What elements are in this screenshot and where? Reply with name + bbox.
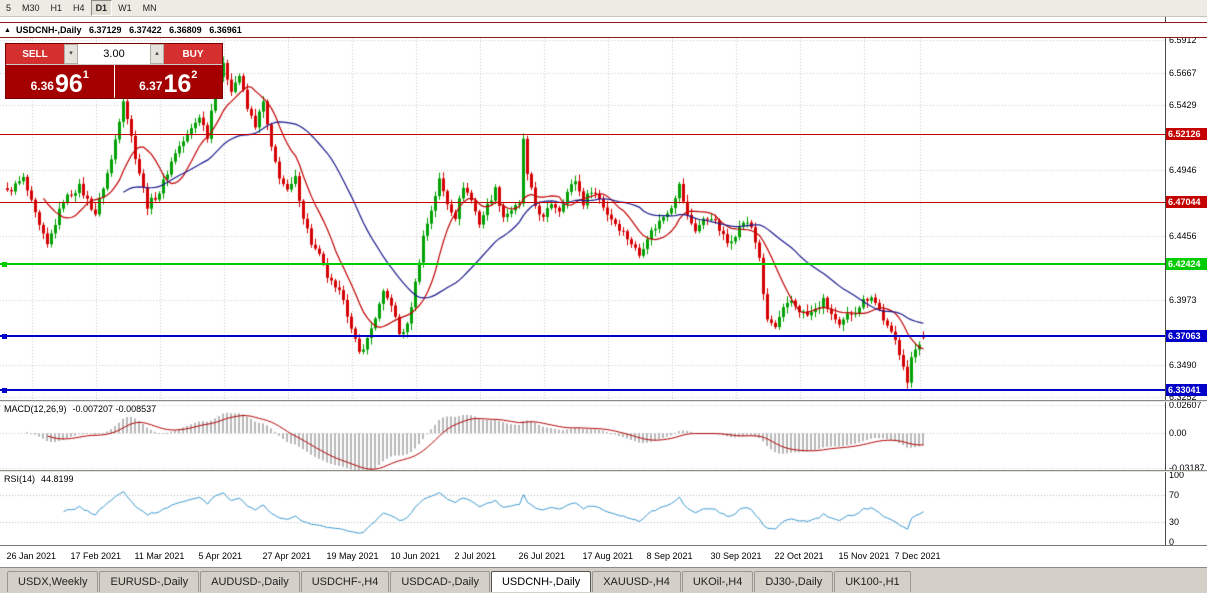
- price-axis-label: 6.3252: [1169, 392, 1197, 403]
- sell-button[interactable]: SELL: [6, 44, 64, 64]
- ohlc-low: 6.36809: [169, 25, 202, 35]
- timeframe-button-h1[interactable]: H1: [50, 3, 63, 13]
- horizontal-level-line-6.47044[interactable]: [0, 202, 1165, 204]
- macd-axis-label: 0.02607: [1169, 399, 1202, 410]
- chart-tab-xauusd-h4[interactable]: XAUUSD-,H4: [592, 571, 681, 592]
- timeframe-button-d1[interactable]: D1: [90, 0, 113, 16]
- price-axis-label: 6.4946: [1169, 164, 1197, 175]
- macd-axis-label: -0.03187: [1169, 463, 1205, 474]
- rsi-axis-label: 0: [1169, 536, 1175, 547]
- chart-tab-usdx-weekly[interactable]: USDX,Weekly: [7, 571, 99, 592]
- buy-price[interactable]: 6.37 16 2: [114, 65, 222, 98]
- price-level-badge: 6.33041: [1166, 384, 1207, 397]
- buy-price-point: 2: [191, 69, 198, 81]
- rsi-name: RSI(14): [4, 474, 36, 484]
- price-axis-label: 6.5667: [1169, 68, 1197, 79]
- price-axis-label: 6.5429: [1169, 100, 1197, 111]
- chart-tab-audusd-daily[interactable]: AUDUSD-,Daily: [200, 571, 300, 592]
- macd-name: MACD(12,26,9): [4, 404, 67, 414]
- rsi-indicator-canvas[interactable]: [0, 472, 1165, 545]
- price-axis-label: 6.3490: [1169, 360, 1197, 371]
- chart-tab-usdcnh-daily[interactable]: USDCNH-,Daily: [490, 571, 592, 592]
- timeframe-button-mn[interactable]: MN: [142, 3, 157, 13]
- volume-control: ▾ 3.00 ▴: [64, 44, 164, 64]
- date-axis-label: 10 Jun 2021: [390, 551, 441, 561]
- volume-input[interactable]: 3.00: [103, 48, 125, 60]
- volume-increase-button[interactable]: ▴: [150, 44, 164, 64]
- sell-price-point: 1: [82, 69, 89, 81]
- price-level-badge: 6.47044: [1166, 196, 1207, 209]
- date-axis-label: 30 Sep 2021: [710, 551, 762, 561]
- price-axis-label: 6.5912: [1169, 35, 1197, 46]
- sell-price-pips: 96: [54, 70, 83, 98]
- price-level-badge: 6.42424: [1166, 258, 1207, 271]
- ohlc-close: 6.36961: [209, 25, 242, 35]
- date-axis-label: 19 May 2021: [326, 551, 379, 561]
- chart-header: ▲ USDCNH-,Daily 6.37129 6.37422 6.36809 …: [0, 22, 1207, 38]
- chart-tab-usdcad-daily[interactable]: USDCAD-,Daily: [390, 571, 490, 592]
- sell-price[interactable]: 6.36 96 1: [6, 65, 114, 98]
- level-line-handle[interactable]: [2, 388, 7, 394]
- macd-label: MACD(12,26,9) -0.007207 -0.008537: [4, 404, 156, 414]
- ohlc-open: 6.37129: [89, 25, 122, 35]
- chart-tab-eurusd-daily[interactable]: EURUSD-,Daily: [99, 571, 200, 592]
- timeframe-button-h4[interactable]: H4: [73, 3, 85, 13]
- date-axis-label: 17 Aug 2021: [582, 551, 634, 561]
- chart-title: USDCNH-,Daily: [16, 25, 82, 35]
- date-axis-label: 15 Nov 2021: [838, 551, 890, 561]
- chart-tab-dj30-daily[interactable]: DJ30-,Daily: [754, 571, 834, 592]
- chart-tab-bar: USDX,Weekly EURUSD-,Daily AUDUSD-,Daily USD…: [0, 567, 1207, 593]
- level-line-handle[interactable]: [2, 262, 7, 268]
- price-axis-label: 6.4456: [1169, 230, 1197, 241]
- horizontal-level-line-6.33041[interactable]: [0, 389, 1165, 392]
- date-axis-label: 27 Apr 2021: [262, 551, 312, 561]
- time-axis: 26 Jan 2021 17 Feb 2021 11 Mar 2021 5 Apr 2…: [0, 545, 1207, 567]
- rsi-axis-label: 70: [1169, 490, 1180, 501]
- rsi-panel-splitter[interactable]: [0, 470, 1207, 472]
- date-axis-label: 7 Dec 2021: [894, 551, 941, 561]
- date-axis-label: 8 Sep 2021: [646, 551, 693, 561]
- ohlc-high: 6.37422: [129, 25, 162, 35]
- horizontal-level-line-6.42424[interactable]: [0, 263, 1165, 266]
- date-axis-label: 26 Jan 2021: [6, 551, 57, 561]
- macd-indicator-canvas[interactable]: [0, 402, 1165, 470]
- one-click-trading-panel: SELL ▾ 3.00 ▴ BUY 6.36 96 1 6.37 16 2: [5, 43, 223, 99]
- macd-axis-label: 0.00: [1169, 428, 1187, 439]
- rsi-label: RSI(14) 44.8199: [4, 474, 74, 484]
- timeframe-button-5[interactable]: 5: [6, 3, 12, 13]
- rsi-value: 44.8199: [41, 474, 74, 484]
- price-axis: [1165, 17, 1207, 545]
- buy-price-pips: 16: [163, 70, 192, 98]
- date-axis-label: 11 Mar 2021: [134, 551, 185, 561]
- macd-values: -0.007207 -0.008537: [72, 404, 157, 414]
- buy-price-prefix: 6.37: [139, 79, 163, 93]
- date-axis-label: 26 Jul 2021: [518, 551, 566, 561]
- timeframe-button-w1[interactable]: W1: [118, 3, 132, 13]
- timeframe-button-m30[interactable]: M30: [22, 3, 40, 13]
- chart-tab-uk100-h1[interactable]: UK100-,H1: [834, 571, 911, 592]
- price-axis-label: 6.3973: [1169, 295, 1197, 306]
- date-axis-label: 22 Oct 2021: [774, 551, 824, 561]
- price-level-badge: 6.52126: [1166, 128, 1207, 141]
- level-line-handle[interactable]: [2, 334, 7, 340]
- buy-button[interactable]: BUY: [164, 44, 222, 64]
- rsi-axis-label: 30: [1169, 516, 1180, 527]
- chart-tab-ukoil-h4[interactable]: UKOil-,H4: [681, 571, 754, 592]
- date-axis-label: 2 Jul 2021: [454, 551, 497, 561]
- macd-panel-splitter[interactable]: [0, 400, 1207, 402]
- volume-decrease-button[interactable]: ▾: [64, 44, 78, 64]
- collapse-chart-icon[interactable]: ▲: [4, 27, 11, 34]
- sell-price-prefix: 6.36: [30, 79, 54, 93]
- chart-tab-usdchf-h4[interactable]: USDCHF-,H4: [300, 571, 390, 592]
- horizontal-level-line-6.52126[interactable]: [0, 134, 1165, 136]
- date-axis-label: 17 Feb 2021: [70, 551, 122, 561]
- date-axis-label: 5 Apr 2021: [198, 551, 243, 561]
- horizontal-level-line-6.37063[interactable]: [0, 335, 1165, 338]
- timeframe-toolbar: 5 M30 H1 H4 D1 W1 MN: [0, 0, 1207, 17]
- price-level-badge: 6.37063: [1166, 330, 1207, 343]
- rsi-axis-label: 100: [1169, 470, 1185, 481]
